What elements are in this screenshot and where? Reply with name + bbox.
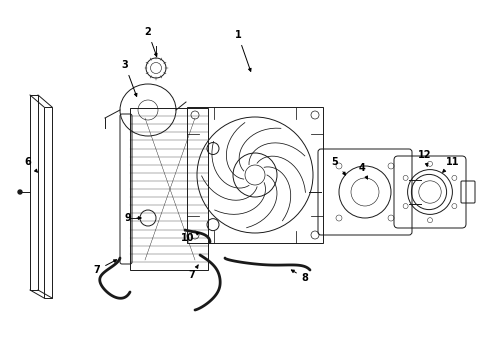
Text: 8: 8 <box>292 270 308 283</box>
Text: 2: 2 <box>145 27 157 57</box>
Text: 1: 1 <box>235 30 251 71</box>
Text: 10: 10 <box>181 233 199 243</box>
Text: 12: 12 <box>418 150 432 166</box>
Text: 11: 11 <box>442 157 460 172</box>
Bar <box>130 108 208 270</box>
Text: 5: 5 <box>332 157 345 175</box>
Circle shape <box>18 190 22 194</box>
Text: 7: 7 <box>94 260 117 275</box>
Text: 9: 9 <box>124 213 141 223</box>
Text: 3: 3 <box>122 60 137 96</box>
Text: 4: 4 <box>359 163 368 179</box>
Text: 7: 7 <box>189 265 198 280</box>
Text: 6: 6 <box>24 157 37 172</box>
